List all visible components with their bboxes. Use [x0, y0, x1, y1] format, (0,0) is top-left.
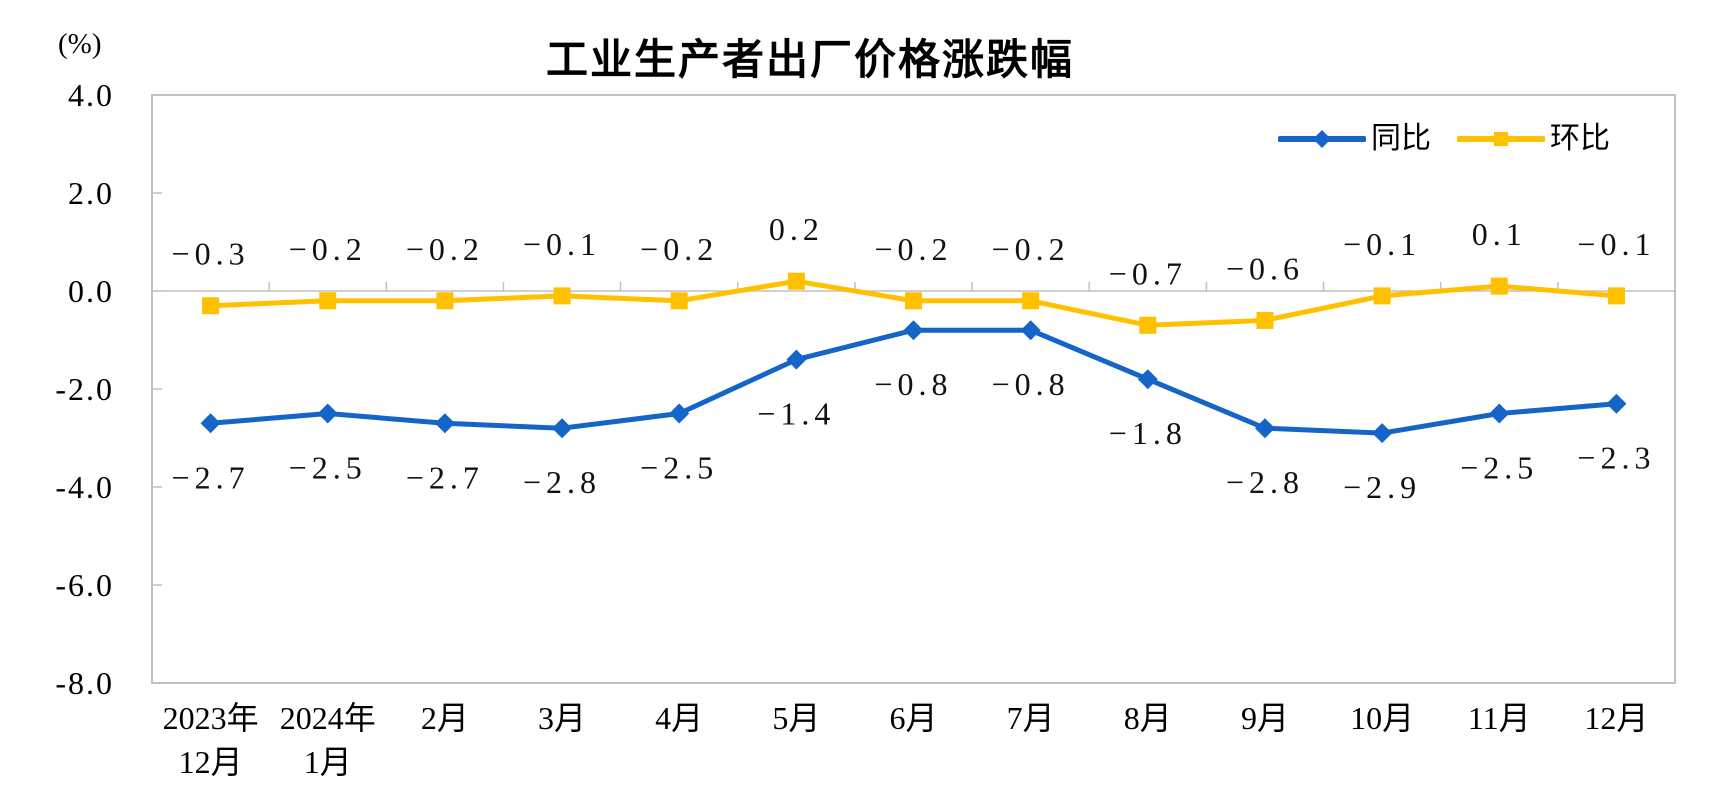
x-axis-label: 12月	[1584, 700, 1648, 736]
chart-legend: 同比 环比	[1278, 124, 1610, 154]
data-point-square	[787, 272, 805, 290]
data-label-同比: −1.4	[757, 396, 835, 432]
data-label-同比: −2.5	[1460, 450, 1538, 486]
data-label-环比: 0.2	[769, 211, 824, 247]
data-point-square	[905, 292, 922, 310]
legend-item-yoy: 同比	[1278, 124, 1431, 154]
data-point-square	[1022, 292, 1040, 310]
data-label-环比: −0.2	[406, 231, 484, 267]
data-point-square	[319, 292, 337, 310]
data-label-环比: −0.3	[172, 236, 250, 272]
y-axis-tick-label: -6.0	[55, 567, 114, 603]
data-point-diamond	[1489, 403, 1510, 424]
legend-label-mom: 环比	[1550, 122, 1610, 155]
x-axis-label: 8月	[1124, 700, 1172, 736]
data-point-diamond	[1137, 369, 1158, 390]
y-axis-tick-label: -2.0	[55, 371, 114, 407]
data-point-diamond	[434, 413, 455, 434]
data-label-环比: −0.2	[874, 231, 952, 267]
data-point-diamond	[552, 418, 573, 439]
y-axis-tick-label: 2.0	[68, 175, 114, 211]
data-label-环比: −0.1	[1343, 226, 1421, 262]
data-label-同比: −2.7	[406, 459, 484, 495]
data-point-diamond	[1606, 393, 1627, 414]
mom-line-swatch	[1457, 132, 1545, 146]
data-point-diamond	[903, 320, 924, 341]
data-point-diamond	[669, 403, 690, 424]
data-label-环比: −0.1	[523, 226, 601, 262]
x-axis-label: 2023年 12月	[163, 700, 259, 780]
legend-item-mom: 环比	[1457, 124, 1610, 154]
x-axis-label: 3月	[538, 700, 586, 736]
data-label-同比: −2.8	[1226, 464, 1304, 500]
y-axis-tick-label: 4.0	[68, 77, 114, 113]
x-axis-label: 2月	[421, 700, 469, 736]
data-point-square	[1373, 287, 1391, 305]
x-axis-label: 7月	[1007, 700, 1055, 736]
data-label-同比: −2.9	[1343, 469, 1421, 505]
y-axis-unit-label: (%)	[58, 28, 102, 60]
data-point-square	[202, 297, 220, 315]
data-point-diamond	[1020, 320, 1041, 341]
x-axis-label: 5月	[772, 700, 820, 736]
data-label-环比: −0.6	[1226, 250, 1304, 286]
data-point-diamond	[1254, 418, 1275, 439]
data-point-square	[1490, 277, 1508, 295]
data-label-同比: −0.8	[992, 366, 1070, 402]
x-axis-label: 2024年 1月	[280, 700, 376, 780]
data-label-环比: 0.1	[1472, 216, 1527, 252]
x-axis-label: 6月	[889, 700, 937, 736]
x-axis-label: 10月	[1350, 700, 1414, 736]
data-label-环比: −0.2	[289, 231, 367, 267]
y-axis-tick-label: -4.0	[55, 469, 114, 505]
data-point-square	[553, 287, 571, 305]
data-point-diamond	[786, 349, 807, 370]
x-axis-label: 11月	[1468, 700, 1531, 736]
x-axis-label: 9月	[1241, 700, 1289, 736]
data-label-环比: −0.2	[640, 231, 718, 267]
data-point-square	[1256, 311, 1274, 329]
square-marker-icon	[1494, 132, 1508, 146]
data-point-square	[436, 292, 454, 310]
diamond-marker-icon	[1313, 130, 1331, 148]
data-label-同比: −1.8	[1109, 415, 1187, 451]
data-point-square	[670, 292, 688, 310]
data-label-同比: −2.5	[289, 450, 367, 486]
legend-label-yoy: 同比	[1371, 122, 1431, 155]
data-label-环比: −0.1	[1577, 226, 1655, 262]
y-axis-tick-label: -8.0	[55, 665, 114, 701]
data-label-环比: −0.2	[992, 231, 1070, 267]
data-label-同比: −2.7	[172, 459, 250, 495]
data-label-同比: −2.8	[523, 464, 601, 500]
y-axis-tick-label: 0.0	[68, 273, 114, 309]
data-point-square	[1607, 287, 1625, 305]
data-label-同比: −2.3	[1577, 440, 1655, 476]
chart-title: 工业生产者出厂价格涨跌幅	[545, 36, 1075, 83]
yoy-line-swatch	[1278, 130, 1366, 148]
data-label-同比: −0.8	[874, 366, 952, 402]
data-point-diamond	[317, 403, 338, 424]
data-point-square	[1139, 316, 1157, 334]
data-label-环比: −0.7	[1109, 255, 1187, 291]
data-point-diamond	[200, 413, 221, 434]
data-label-同比: −2.5	[640, 450, 718, 486]
x-axis-label: 4月	[655, 700, 703, 736]
data-point-diamond	[1372, 423, 1393, 444]
